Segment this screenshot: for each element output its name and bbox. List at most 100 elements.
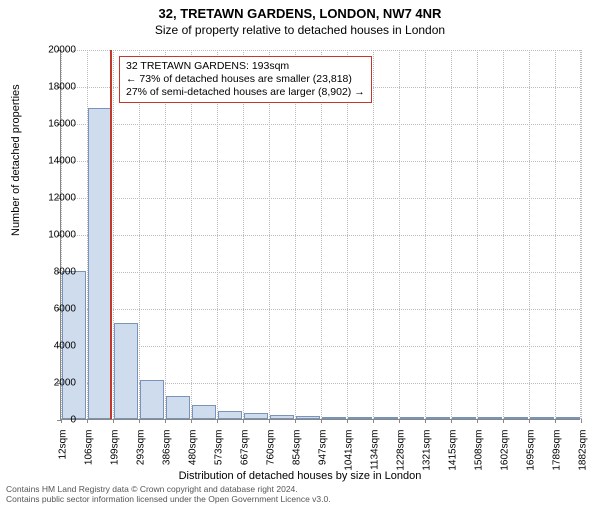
x-tick-label: 386sqm	[162, 430, 173, 480]
x-tick-label: 667sqm	[240, 430, 251, 480]
chart-plot-area: 32 TRETAWN GARDENS: 193sqm← 73% of detac…	[60, 50, 580, 420]
x-tick-label: 293sqm	[136, 430, 147, 480]
x-tick	[555, 419, 556, 423]
x-tick-label: 1508sqm	[474, 430, 485, 480]
y-axis-title: Number of detached properties	[10, 84, 22, 236]
y-tick-label: 4000	[26, 341, 76, 352]
gridline-v	[580, 50, 581, 419]
histogram-bar	[348, 417, 371, 419]
info-box-line-2: ← 73% of detached houses are smaller (23…	[126, 73, 365, 86]
x-tick-label: 1228sqm	[396, 430, 407, 480]
x-tick-label: 1602sqm	[500, 430, 511, 480]
x-tick-label: 12sqm	[58, 430, 69, 480]
gridline-v	[243, 50, 244, 419]
histogram-bar	[244, 413, 267, 419]
gridline-v	[139, 50, 140, 419]
x-tick	[321, 419, 322, 423]
x-tick	[347, 419, 348, 423]
histogram-bar	[192, 405, 215, 419]
gridline-v	[581, 50, 582, 419]
x-tick-label: 106sqm	[84, 430, 95, 480]
histogram-bar	[556, 417, 579, 419]
x-tick	[243, 419, 244, 423]
histogram-bar	[426, 417, 449, 419]
footer-attribution: Contains HM Land Registry data © Crown c…	[6, 485, 331, 504]
x-tick-label: 1789sqm	[552, 430, 563, 480]
y-tick-label: 18000	[26, 82, 76, 93]
y-tick-label: 6000	[26, 304, 76, 315]
x-tick	[295, 419, 296, 423]
property-marker-line	[110, 50, 112, 419]
histogram-bar	[400, 417, 423, 419]
x-tick	[581, 419, 582, 423]
gridline-v	[191, 50, 192, 419]
histogram-bar	[296, 416, 319, 419]
y-tick-label: 16000	[26, 119, 76, 130]
footer-line-2: Contains public sector information licen…	[6, 495, 331, 504]
histogram-bar	[166, 396, 189, 419]
x-tick-label: 854sqm	[292, 430, 303, 480]
gridline-v	[217, 50, 218, 419]
y-tick-label: 12000	[26, 193, 76, 204]
y-tick-label: 2000	[26, 378, 76, 389]
x-tick	[165, 419, 166, 423]
gridline-v	[347, 50, 348, 419]
y-tick-label: 10000	[26, 230, 76, 241]
histogram-bar	[270, 415, 293, 419]
chart-title-main: 32, TRETAWN GARDENS, LONDON, NW7 4NR	[0, 6, 600, 21]
histogram-bar	[88, 108, 111, 419]
y-tick-label: 14000	[26, 156, 76, 167]
gridline-v	[451, 50, 452, 419]
gridline-v	[295, 50, 296, 419]
x-tick-label: 1041sqm	[344, 430, 355, 480]
x-tick	[269, 419, 270, 423]
gridline-v	[477, 50, 478, 419]
y-tick-label: 8000	[26, 267, 76, 278]
x-tick-label: 947sqm	[318, 430, 329, 480]
histogram-bar	[374, 417, 397, 419]
x-tick	[425, 419, 426, 423]
histogram-bar	[530, 417, 553, 419]
x-tick	[529, 419, 530, 423]
x-tick-label: 1695sqm	[526, 430, 537, 480]
gridline-v	[555, 50, 556, 419]
x-tick-label: 199sqm	[110, 430, 121, 480]
histogram-bar	[504, 417, 527, 419]
x-tick-label: 1134sqm	[370, 430, 381, 480]
x-tick	[87, 419, 88, 423]
x-tick	[477, 419, 478, 423]
x-tick	[217, 419, 218, 423]
x-tick	[399, 419, 400, 423]
x-tick-label: 573sqm	[214, 430, 225, 480]
x-tick-label: 1882sqm	[578, 430, 589, 480]
info-box-line-3: 27% of semi-detached houses are larger (…	[126, 86, 365, 99]
x-tick	[113, 419, 114, 423]
x-tick-label: 480sqm	[188, 430, 199, 480]
y-tick-label: 20000	[26, 45, 76, 56]
histogram-bar	[452, 417, 475, 419]
histogram-bar	[140, 380, 163, 419]
histogram-bar	[114, 323, 137, 419]
gridline-v	[321, 50, 322, 419]
x-tick	[191, 419, 192, 423]
histogram-bar	[478, 417, 501, 419]
gridline-v	[425, 50, 426, 419]
x-tick-label: 1321sqm	[422, 430, 433, 480]
histogram-bar	[218, 411, 241, 419]
chart-title-sub: Size of property relative to detached ho…	[0, 23, 600, 37]
x-tick	[451, 419, 452, 423]
property-info-box: 32 TRETAWN GARDENS: 193sqm← 73% of detac…	[119, 56, 372, 103]
gridline-v	[399, 50, 400, 419]
gridline-v	[269, 50, 270, 419]
x-tick	[139, 419, 140, 423]
histogram-bar	[322, 417, 345, 419]
x-tick-label: 760sqm	[266, 430, 277, 480]
gridline-v	[165, 50, 166, 419]
gridline-v	[529, 50, 530, 419]
info-box-line-1: 32 TRETAWN GARDENS: 193sqm	[126, 60, 365, 73]
gridline-v	[373, 50, 374, 419]
x-tick	[373, 419, 374, 423]
x-tick	[503, 419, 504, 423]
y-tick-label: 0	[26, 415, 76, 426]
gridline-v	[503, 50, 504, 419]
